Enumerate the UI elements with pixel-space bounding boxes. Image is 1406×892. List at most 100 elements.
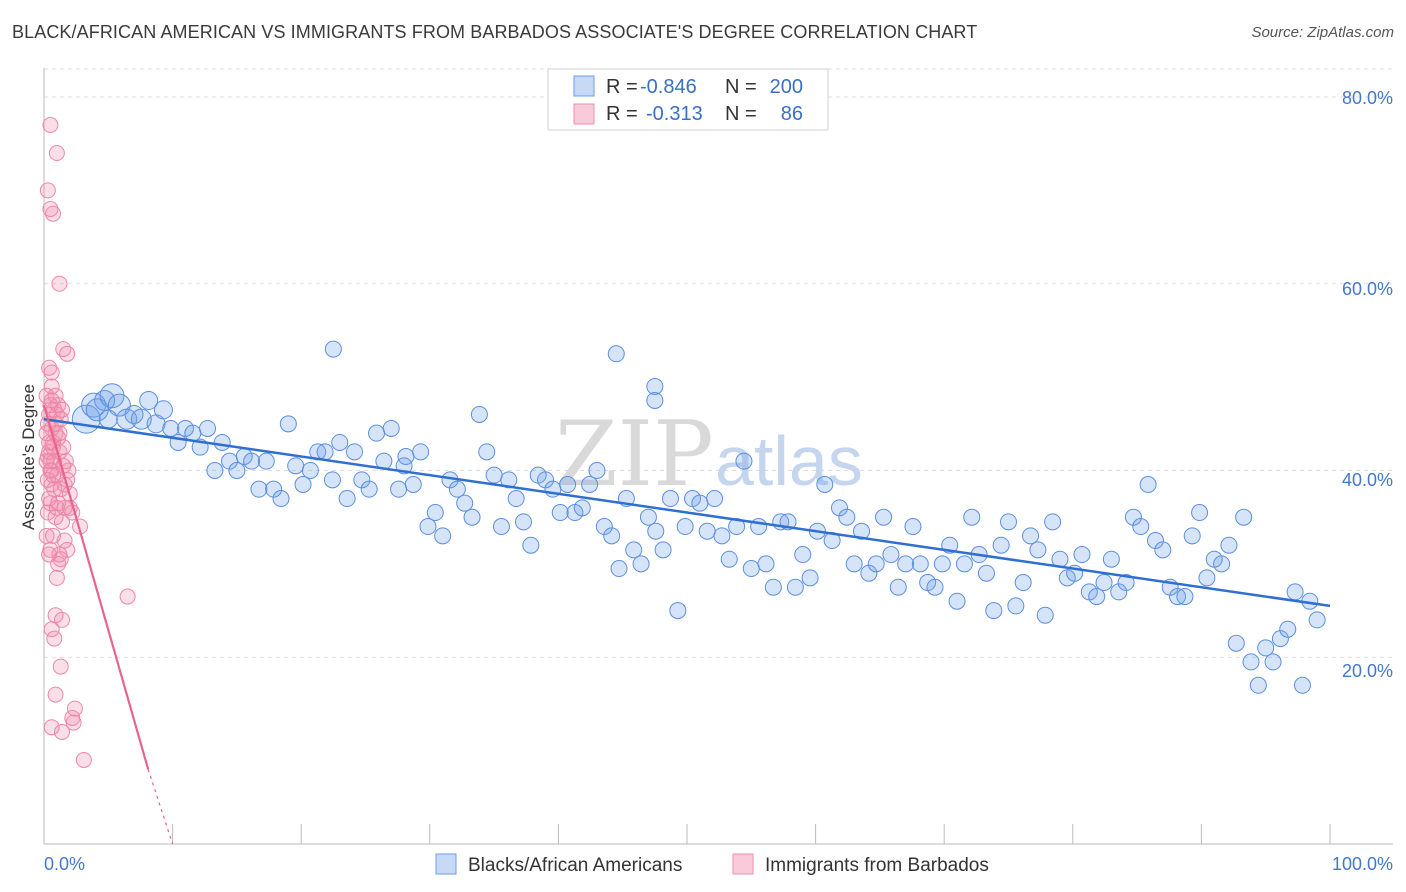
data-point-blue xyxy=(926,578,944,596)
trend-line-blue xyxy=(43,417,1331,608)
data-point-blue xyxy=(1242,653,1260,671)
data-point-blue xyxy=(1044,513,1062,531)
data-point-blue xyxy=(706,490,724,508)
data-point-blue xyxy=(867,555,885,573)
data-point-blue xyxy=(360,480,378,498)
data-point-pink xyxy=(38,527,55,544)
data-point-blue xyxy=(661,490,679,508)
data-point-pink xyxy=(56,532,73,549)
x-tick-label-0: 0.0% xyxy=(44,854,85,874)
data-point-blue xyxy=(669,602,687,620)
stats-r-label-blue: R = xyxy=(606,76,638,98)
data-point-blue xyxy=(853,522,871,540)
legend-label-pink: Immigrants from Barbados xyxy=(765,855,989,876)
data-point-pink xyxy=(59,345,76,362)
data-point-blue xyxy=(698,522,716,540)
data-point-blue xyxy=(1279,620,1297,638)
data-point-blue xyxy=(911,555,929,573)
data-point-blue xyxy=(470,405,488,423)
data-point-blue xyxy=(456,494,474,512)
legend: Blacks/African Americans Immigrants from… xyxy=(435,853,989,876)
trend-line-pink-extension xyxy=(147,769,174,845)
data-point-blue xyxy=(1117,574,1135,592)
data-point-blue xyxy=(331,433,349,451)
data-point-blue xyxy=(1271,630,1289,648)
data-point-blue xyxy=(573,499,591,517)
data-point-blue xyxy=(1264,653,1282,671)
data-point-pink xyxy=(45,205,62,222)
data-point-blue xyxy=(287,457,305,475)
data-point-blue xyxy=(1029,541,1047,559)
data-point-blue xyxy=(250,480,268,498)
data-point-pink xyxy=(39,182,56,199)
data-point-blue xyxy=(992,536,1010,554)
data-point-pink xyxy=(52,658,69,675)
data-point-blue xyxy=(794,546,812,564)
data-point-blue xyxy=(551,504,569,522)
data-point-blue xyxy=(353,471,371,489)
data-point-blue xyxy=(1154,541,1172,559)
y-tick-label-60: 60.0% xyxy=(1342,279,1393,299)
data-point-blue xyxy=(492,518,510,536)
data-point-pink xyxy=(54,611,71,628)
data-point-blue xyxy=(228,462,246,479)
data-point-blue xyxy=(963,508,981,526)
data-point-blue xyxy=(882,546,900,564)
data-point-blue xyxy=(1191,504,1209,522)
data-point-blue xyxy=(1132,518,1150,536)
data-point-pink xyxy=(43,621,60,638)
data-point-blue xyxy=(610,560,628,578)
data-point-blue xyxy=(646,377,664,395)
data-point-blue xyxy=(1007,597,1025,615)
data-point-blue xyxy=(588,462,606,479)
data-point-blue xyxy=(463,508,481,526)
y-tick-label-40: 40.0% xyxy=(1342,470,1393,490)
data-point-blue xyxy=(382,419,400,437)
stats-swatch-pink xyxy=(573,103,595,125)
stats-box: R = -0.846 N = 200 R = -0.313 N = 86 xyxy=(547,68,829,131)
data-point-blue xyxy=(1198,569,1216,587)
data-point-pink xyxy=(43,378,60,395)
data-point-blue xyxy=(757,555,775,573)
data-point-blue xyxy=(139,390,159,410)
data-point-blue xyxy=(1220,536,1238,554)
chart-title: BLACK/AFRICAN AMERICAN VS IMMIGRANTS FRO… xyxy=(12,22,978,42)
data-point-blue xyxy=(786,578,804,596)
legend-label-blue: Blacks/African Americans xyxy=(468,855,682,876)
data-point-blue xyxy=(522,536,540,554)
data-point-blue xyxy=(1257,639,1275,657)
data-point-blue xyxy=(559,476,577,494)
data-point-blue xyxy=(1124,508,1142,526)
data-point-blue xyxy=(647,522,665,540)
data-point-pink xyxy=(41,359,58,376)
data-point-blue xyxy=(345,443,363,461)
data-point-blue xyxy=(485,466,503,484)
data-point-pink xyxy=(65,714,82,731)
data-point-blue xyxy=(99,383,125,409)
data-point-pink xyxy=(48,569,65,586)
data-point-blue xyxy=(801,569,819,587)
data-point-pink xyxy=(42,495,59,512)
data-point-blue xyxy=(632,555,650,573)
data-point-blue xyxy=(607,345,625,363)
legend-swatch-blue xyxy=(435,853,457,875)
data-point-pink xyxy=(66,700,83,717)
data-point-blue xyxy=(603,527,621,545)
grid-lines xyxy=(44,68,1393,658)
data-point-blue xyxy=(279,415,297,433)
data-point-blue xyxy=(955,555,973,573)
data-point-blue xyxy=(368,424,386,442)
data-point-blue xyxy=(845,555,863,573)
data-point-blue xyxy=(646,391,664,409)
data-point-blue xyxy=(434,527,452,545)
data-point-blue xyxy=(1183,527,1201,545)
data-point-blue xyxy=(1249,676,1267,694)
watermark-atlas: atlas xyxy=(715,422,863,500)
data-point-pink xyxy=(75,751,92,768)
y-tick-label-20: 20.0% xyxy=(1342,661,1393,681)
data-point-blue xyxy=(478,443,496,461)
data-point-blue xyxy=(199,419,217,437)
data-point-blue xyxy=(1014,574,1032,592)
data-point-blue xyxy=(1036,606,1054,624)
